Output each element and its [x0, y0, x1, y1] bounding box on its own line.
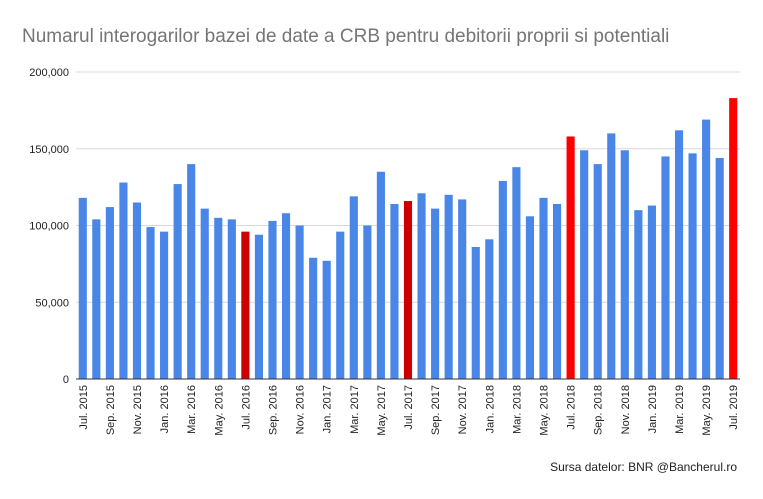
x-tick-label: May. 2018 — [539, 385, 551, 436]
bar-jan-2017 — [322, 260, 331, 379]
x-tick-label: May. 2016 — [213, 385, 225, 436]
bar-mar-2016 — [187, 164, 196, 379]
bar-feb-2017 — [336, 231, 345, 379]
bar-may-2017 — [376, 171, 385, 379]
bar-oct-2015 — [119, 182, 128, 379]
bar-jul-2015 — [78, 197, 87, 379]
bar-apr-2018 — [525, 216, 535, 379]
x-tick-label: Jul. 2015 — [78, 385, 90, 430]
bar-mar-2019 — [674, 130, 684, 379]
x-tick-label: Mar. 2018 — [511, 385, 523, 434]
bar-jul-2019 — [729, 98, 738, 379]
bar-jun-2018 — [553, 204, 562, 379]
bar-jan-2018 — [485, 239, 494, 379]
y-tick-label: 100,000 — [29, 221, 69, 233]
bar-feb-2016 — [173, 184, 182, 379]
bar-nov-2018 — [620, 150, 629, 379]
x-tick-label: Jul. 2017 — [403, 385, 415, 430]
y-tick-label: 50,000 — [35, 297, 69, 309]
x-tick-label: Sep. 2017 — [430, 385, 442, 435]
bar-nov-2016 — [295, 225, 304, 379]
bar-may-2018 — [539, 197, 548, 379]
bar-aug-2017 — [417, 193, 426, 379]
bar-feb-2019 — [661, 156, 670, 379]
bars — [78, 98, 738, 379]
bar-may-2019 — [702, 119, 711, 379]
bar-feb-2018 — [498, 180, 507, 379]
bar-oct-2018 — [607, 133, 616, 379]
y-tick-label: 200,000 — [29, 67, 69, 79]
x-tick-label: Jan. 2017 — [322, 385, 334, 433]
bar-mar-2017 — [349, 196, 358, 379]
bar-oct-2016 — [281, 213, 291, 379]
x-tick-label: Nov. 2016 — [295, 385, 307, 434]
bar-jan-2016 — [160, 231, 169, 379]
x-tick-label: Mar. 2016 — [186, 385, 198, 434]
y-axis-tick-labels: 0 50,000 100,000 150,000 200,000 — [29, 67, 69, 386]
x-axis-tick-labels: Jul. 2015 Sep. 2015 Nov. 2015 Jan. 2016 Mar.… — [78, 385, 740, 436]
chart-title: Numarul interogarilor bazei de date a CR… — [22, 26, 670, 47]
bar-sep-2015 — [105, 207, 114, 379]
x-tick-label: Sep. 2015 — [105, 385, 117, 435]
bar-sep-2016 — [268, 220, 277, 379]
x-tick-label: Jul. 2018 — [566, 385, 578, 430]
y-tick-label: 0 — [63, 374, 69, 386]
bar-apr-2016 — [200, 208, 209, 379]
x-tick-label: Mar. 2017 — [349, 385, 361, 434]
bar-sep-2018 — [593, 164, 602, 379]
y-tick-label: 150,000 — [29, 144, 69, 156]
bar-jul-2017 — [403, 200, 413, 379]
bar-may-2016 — [214, 217, 223, 379]
bar-oct-2017 — [444, 194, 453, 379]
bar-dec-2016 — [309, 257, 318, 379]
bar-jan-2019 — [647, 205, 656, 379]
bar-aug-2015 — [92, 219, 101, 379]
source-note: Sursa datelor: BNR @Bancherul.ro — [550, 460, 737, 474]
x-tick-label: Sep. 2018 — [593, 385, 605, 435]
x-tick-label: Jan. 2016 — [159, 385, 171, 433]
bar-jul-2016 — [241, 231, 250, 379]
bar-nov-2017 — [458, 199, 467, 379]
bar-jun-2017 — [390, 204, 399, 379]
bar-jul-2018 — [566, 136, 575, 379]
bar-dec-2017 — [471, 246, 480, 379]
x-tick-label: Jul. 2019 — [728, 385, 740, 430]
x-tick-label: Mar. 2019 — [674, 385, 686, 434]
x-tick-label: Nov. 2018 — [620, 385, 632, 434]
x-tick-label: Nov. 2017 — [457, 385, 469, 434]
bar-apr-2019 — [688, 153, 697, 379]
bar-nov-2015 — [132, 202, 142, 379]
x-tick-label: Jan. 2018 — [484, 385, 496, 433]
x-tick-label: Sep. 2016 — [267, 385, 279, 435]
bar-apr-2017 — [363, 225, 372, 379]
bar-jun-2019 — [715, 157, 724, 379]
bar-aug-2016 — [254, 234, 263, 379]
x-tick-label: Jul. 2016 — [240, 385, 252, 430]
x-tick-label: May. 2017 — [376, 385, 388, 436]
x-tick-label: May. 2019 — [701, 385, 713, 436]
bar-aug-2018 — [580, 150, 589, 379]
bar-dec-2018 — [634, 210, 643, 379]
x-tick-label: Nov. 2015 — [132, 385, 144, 434]
bar-dec-2015 — [146, 227, 155, 379]
x-tick-label: Jan. 2019 — [647, 385, 659, 433]
bar-mar-2018 — [512, 167, 521, 379]
bar-jun-2016 — [227, 219, 236, 379]
bar-sep-2017 — [431, 208, 440, 379]
